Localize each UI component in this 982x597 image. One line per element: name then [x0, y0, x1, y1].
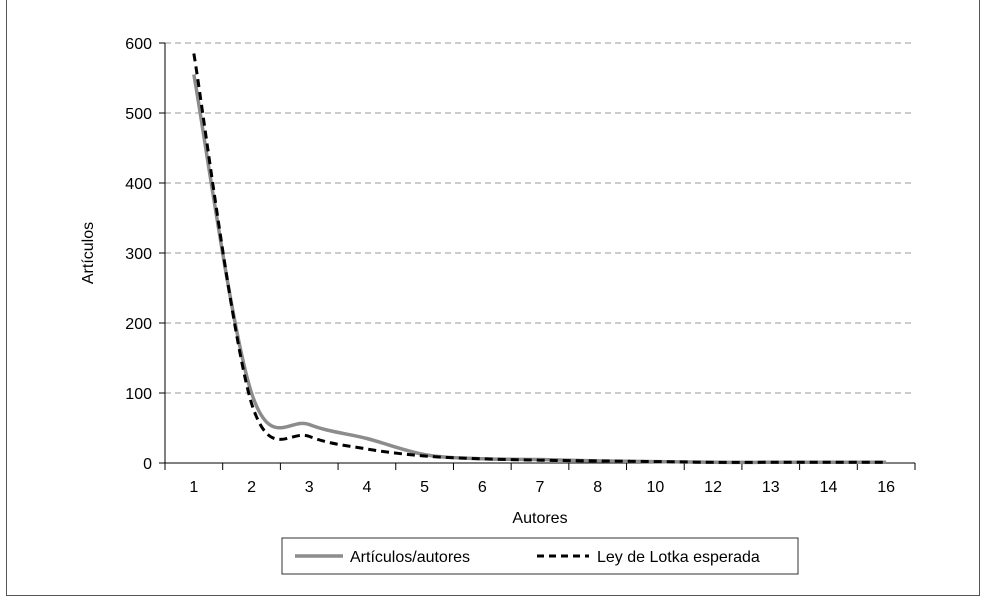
x-tick-label-6: 6: [478, 479, 487, 496]
series-line-ley-de-lotka: [192, 53, 887, 464]
y-tick-label-0: 0: [143, 456, 152, 473]
x-tick-label-3: 3: [305, 479, 314, 496]
grid-lines: [165, 42, 915, 394]
y-axis-title: Artículos: [80, 222, 97, 284]
x-tick-label-10: 10: [646, 479, 664, 496]
x-tick-label-12: 12: [704, 479, 722, 496]
x-tick-label-2: 2: [247, 479, 256, 496]
x-axis-ticks: 1 2 3 4 5 6 7 8 10 12 13 14 16: [164, 463, 916, 496]
x-tick-label-16: 16: [877, 479, 895, 496]
x-tick-label-14: 14: [820, 479, 838, 496]
y-tick-label-100: 100: [125, 386, 152, 403]
y-tick-label-200: 200: [125, 316, 152, 333]
x-axis-title: Autores: [512, 510, 567, 527]
chart-frame: [6, 0, 980, 596]
y-tick-label-600: 600: [125, 36, 152, 53]
x-tick-label-13: 13: [762, 479, 780, 496]
x-tick-label-1: 1: [189, 479, 198, 496]
x-tick-label-7: 7: [536, 479, 545, 496]
y-tick-label-400: 400: [125, 176, 152, 193]
legend-label-articulos-autores: Artículos/autores: [350, 549, 470, 566]
x-tick-label-5: 5: [420, 479, 429, 496]
x-tick-label-4: 4: [362, 479, 371, 496]
legend-label-ley-de-lotka: Ley de Lotka esperada: [597, 549, 760, 566]
legend: Artículos/autores Ley de Lotka esperada: [281, 537, 799, 575]
y-axis-ticks: 0 100 200 300 400 500 600: [125, 36, 165, 473]
series-line-articulos-autores: [192, 74, 887, 465]
x-tick-label-8: 8: [593, 479, 602, 496]
y-tick-label-300: 300: [125, 246, 152, 263]
series-lines: [192, 53, 887, 465]
y-tick-label-500: 500: [125, 106, 152, 123]
